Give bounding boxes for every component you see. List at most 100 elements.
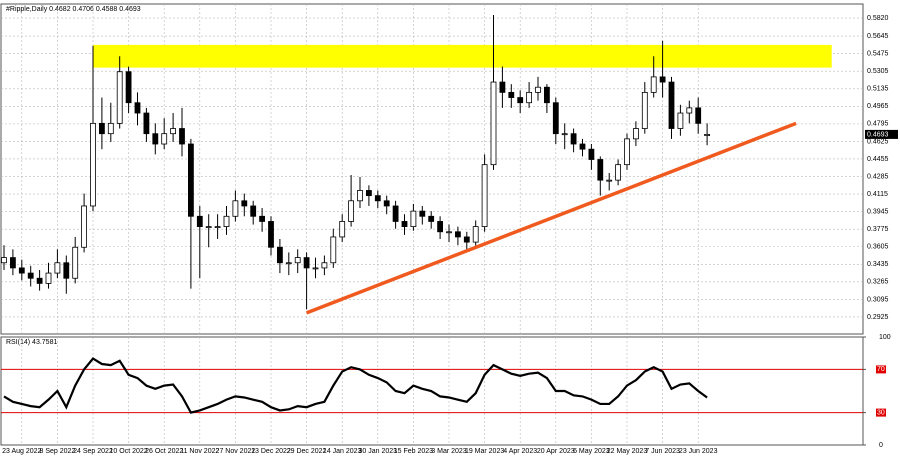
y-tick-label: 0.5305 [867, 68, 889, 75]
candle-body [99, 122, 105, 135]
candle-body [570, 133, 577, 145]
x-tick-label: 23 Aug 2022 [2, 448, 41, 455]
candle-body [410, 210, 417, 228]
x-tick-label: 7 Jun 2023 [645, 448, 680, 455]
y-tick-label: 0.2925 [867, 314, 889, 321]
candle-body [490, 81, 497, 166]
chart-title: #Ripple,Daily 0.4682 0.4706 0.4588 0.469… [6, 6, 141, 13]
candle-body [526, 91, 532, 104]
candle-body [365, 190, 372, 197]
candle-body [107, 122, 114, 135]
candle-body [250, 205, 257, 217]
candle-body [294, 257, 301, 264]
candle-body [472, 226, 479, 243]
x-tick-label: 27 Nov 2022 [216, 448, 256, 455]
rsi-title: RSI(14) 43.7581 [6, 339, 57, 346]
candle-body [143, 112, 150, 135]
x-tick-label: 4 Apr 2023 [503, 448, 537, 455]
y-tick-label: 30 [877, 409, 885, 416]
x-tick-label: 10 Oct 2022 [110, 448, 148, 455]
candle-body [214, 226, 221, 229]
candle-body [179, 128, 185, 145]
y-tick-label: 0.4285 [867, 173, 889, 180]
candle-body [517, 97, 524, 104]
candle-body [205, 226, 212, 229]
candle-body [588, 148, 595, 160]
candle-body [36, 277, 43, 284]
candle-body [259, 215, 266, 222]
candle-body [552, 102, 559, 135]
candle-body [535, 86, 541, 93]
candle-body [481, 164, 488, 228]
y-tick-label: 0.3435 [867, 261, 889, 268]
last-price-label: 0.4693 [867, 131, 889, 138]
y-tick-label: 0.3945 [867, 208, 889, 215]
candle-body [312, 267, 319, 270]
x-tick-label: 23 Jun 2023 [679, 448, 718, 455]
rsi-line [3, 357, 708, 414]
candle-body [508, 91, 515, 98]
candle-body [232, 200, 239, 217]
candle-body [276, 246, 283, 264]
y-tick-label: 70 [877, 366, 885, 373]
candle-body [437, 221, 444, 233]
x-tick-label: 29 Dec 2022 [287, 448, 327, 455]
candle-body [615, 164, 621, 181]
candle-body [659, 76, 666, 83]
y-tick-label: 0.5135 [867, 86, 889, 93]
y-tick-label: 0.3605 [867, 244, 889, 251]
x-tick-label: 6 May 2023 [573, 448, 610, 455]
x-tick-label: 14 Jan 2023 [323, 448, 362, 455]
candle-body [152, 133, 159, 145]
candle-body [27, 272, 34, 279]
x-tick-label: 24 Sep 2022 [73, 448, 113, 455]
y-tick-label: 0.4455 [867, 156, 889, 163]
candle-body [561, 133, 568, 136]
candle-body [606, 179, 613, 182]
y-tick-label: 0.4115 [867, 191, 888, 198]
candle-body [463, 236, 470, 243]
y-tick-label: 0.3775 [867, 226, 889, 233]
candle-body [9, 257, 16, 269]
candle-body [116, 71, 123, 124]
candle-body [374, 195, 381, 202]
candle-body [161, 133, 168, 145]
price-panel [0, 3, 864, 335]
resistance-zone [93, 44, 832, 68]
candle-body [686, 107, 693, 114]
candle-body [72, 246, 79, 279]
candle-body [63, 262, 70, 279]
candle-body [285, 262, 292, 265]
candle-body [348, 200, 355, 222]
level-label-box [876, 408, 886, 417]
candle-body [330, 236, 337, 264]
candle-body [401, 221, 408, 228]
candle-body [170, 128, 177, 135]
candle-body [268, 221, 274, 248]
candle-body [668, 81, 675, 129]
candle-body [1, 257, 7, 264]
candle-body [704, 134, 710, 136]
candle-body [641, 91, 648, 129]
candle-body [419, 210, 426, 217]
candle-body [677, 112, 684, 129]
last-price-box [865, 129, 898, 139]
candle-body [579, 143, 586, 150]
candle-body [597, 159, 604, 181]
candle-body [428, 215, 435, 222]
candle-body [187, 143, 194, 217]
x-tick-label: 13 Dec 2022 [251, 448, 291, 455]
x-tick-label: 8 Sep 2022 [39, 448, 75, 455]
candle-body [383, 200, 390, 207]
y-tick-label: 0.4965 [867, 103, 889, 110]
y-tick-label: 0.4625 [867, 138, 889, 145]
candle-body [321, 262, 328, 269]
candle-body [45, 272, 52, 284]
candle-body [18, 267, 25, 274]
candle-body [125, 71, 132, 104]
candle-body [624, 138, 630, 166]
y-tick-label: 0.5820 [867, 15, 889, 22]
candle-body [54, 262, 61, 274]
y-tick-label: 0.5475 [867, 51, 889, 58]
